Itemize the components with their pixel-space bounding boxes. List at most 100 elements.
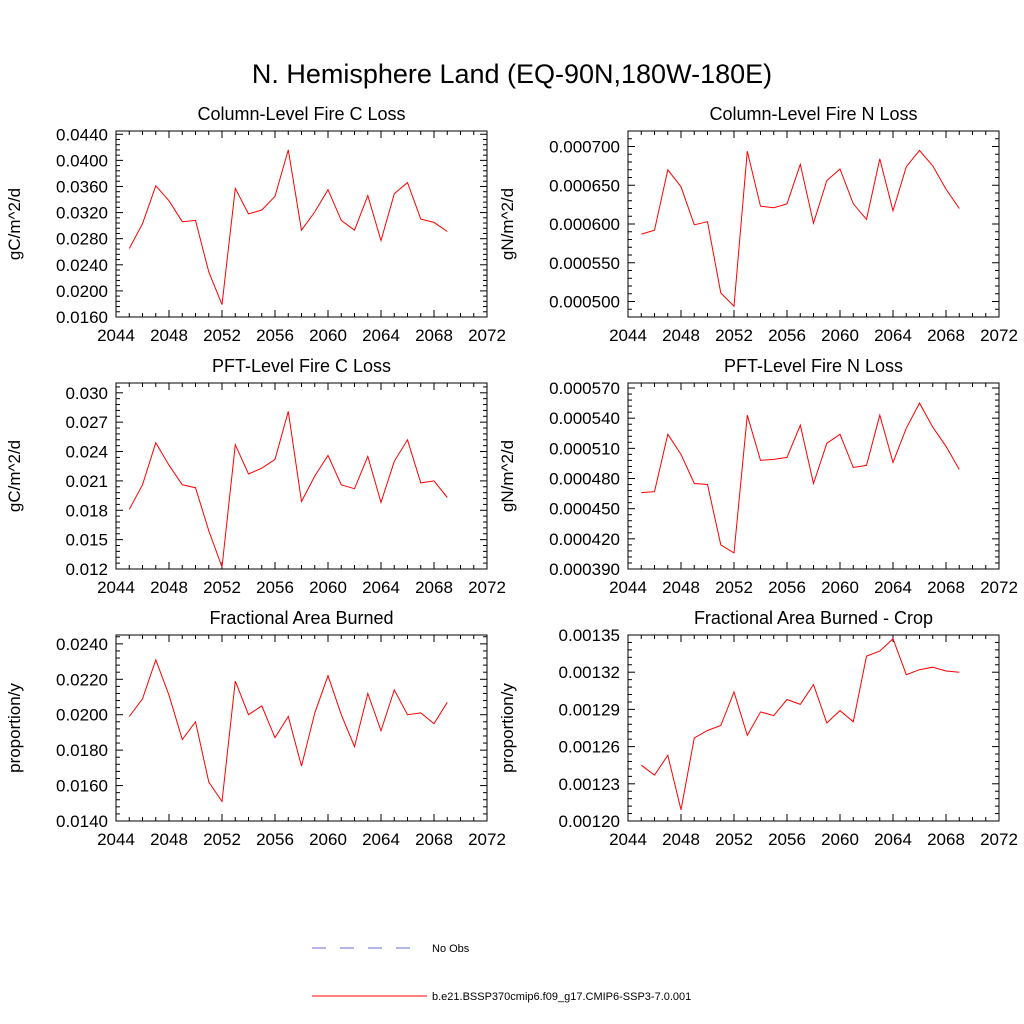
y-tick-label: 0.000570 — [549, 379, 620, 398]
y-axis-label: gN/m^2/d — [498, 440, 517, 512]
x-tick-label: 2048 — [662, 830, 700, 849]
x-tick-label: 2068 — [415, 578, 453, 597]
panel-title: PFT-Level Fire N Loss — [724, 356, 903, 376]
x-tick-label: 2068 — [927, 830, 965, 849]
x-tick-label: 2060 — [821, 326, 859, 345]
y-tick-label: 0.0200 — [56, 282, 108, 301]
x-tick-label: 2048 — [150, 326, 188, 345]
x-tick-label: 2072 — [468, 578, 506, 597]
x-tick-label: 2064 — [874, 326, 912, 345]
panel-title: PFT-Level Fire C Loss — [212, 356, 391, 376]
y-axis-label: gC/m^2/d — [5, 188, 24, 260]
legend-label-model: b.e21.BSSP370cmip6.f09_g17.CMIP6-SSP3-7.… — [432, 991, 691, 1003]
y-axis-label: gC/m^2/d — [5, 440, 24, 512]
x-tick-label: 2052 — [715, 578, 753, 597]
x-tick-label: 2044 — [97, 326, 135, 345]
panel-4: PFT-Level Fire N Loss 2044 2048 2052 2056 206… — [498, 356, 1018, 597]
y-tick-label: 0.000550 — [549, 254, 620, 273]
x-tick-label: 2056 — [768, 830, 806, 849]
series-line — [128, 411, 448, 568]
x-tick-label: 2048 — [150, 578, 188, 597]
plot-frame — [115, 382, 488, 570]
x-tick-label: 2044 — [97, 578, 135, 597]
y-axis-label: gN/m^2/d — [498, 188, 517, 260]
x-tick-label: 2056 — [256, 578, 294, 597]
y-tick-label: 0.000510 — [549, 439, 620, 458]
panel-title: Fractional Area Burned - Crop — [694, 608, 933, 628]
y-tick-label: 0.000700 — [549, 138, 620, 157]
panel-title: Column-Level Fire C Loss — [197, 104, 405, 124]
panel-1: Column-Level Fire C Loss 2044 2048 2052 2056… — [5, 104, 506, 345]
legend: No Obs b.e21.BSSP370cmip6.f09_g17.CMIP6-… — [312, 943, 691, 1003]
x-tick-label: 2068 — [415, 326, 453, 345]
x-tick-label: 2064 — [362, 578, 400, 597]
x-tick-label: 2064 — [362, 830, 400, 849]
y-tick-label: 0.024 — [65, 443, 108, 462]
y-tick-label: 0.00132 — [559, 663, 620, 682]
x-tick-label: 2056 — [256, 326, 294, 345]
y-tick-label: 0.0360 — [56, 177, 108, 196]
y-axis-label: proportion/y — [498, 683, 517, 773]
y-tick-label: 0.0180 — [56, 741, 108, 760]
y-tick-label: 0.000480 — [549, 470, 620, 489]
x-tick-label: 2044 — [97, 830, 135, 849]
y-tick-label: 0.012 — [65, 560, 108, 579]
series-line — [128, 149, 448, 305]
x-tick-label: 2072 — [980, 830, 1018, 849]
y-tick-label: 0.0200 — [56, 706, 108, 725]
x-tick-label: 2068 — [927, 326, 965, 345]
y-tick-label: 0.00120 — [559, 812, 620, 831]
x-tick-label: 2052 — [203, 326, 241, 345]
y-tick-label: 0.000390 — [549, 560, 620, 579]
x-tick-label: 2064 — [874, 578, 912, 597]
y-tick-label: 0.000450 — [549, 500, 620, 519]
x-tick-label: 2056 — [768, 578, 806, 597]
x-tick-label: 2060 — [821, 578, 859, 597]
x-tick-label: 2064 — [874, 830, 912, 849]
x-tick-label: 2048 — [662, 326, 700, 345]
panel-title: Column-Level Fire N Loss — [709, 104, 917, 124]
x-tick-label: 2056 — [768, 326, 806, 345]
y-tick-label: 0.00123 — [559, 775, 620, 794]
x-tick-label: 2072 — [980, 326, 1018, 345]
y-tick-label: 0.018 — [65, 501, 108, 520]
x-tick-label: 2060 — [309, 830, 347, 849]
plot-frame — [115, 130, 488, 318]
x-tick-label: 2072 — [468, 326, 506, 345]
y-tick-label: 0.000650 — [549, 176, 620, 195]
plot-frame — [115, 634, 488, 822]
x-tick-label: 2052 — [203, 578, 241, 597]
x-tick-label: 2056 — [256, 830, 294, 849]
x-tick-label: 2052 — [715, 326, 753, 345]
x-tick-label: 2060 — [309, 578, 347, 597]
series-line — [641, 402, 960, 554]
y-tick-label: 0.00126 — [559, 738, 620, 757]
y-axis-label: proportion/y — [5, 683, 24, 773]
x-tick-label: 2068 — [415, 830, 453, 849]
x-tick-label: 2072 — [980, 578, 1018, 597]
plot-frame — [627, 382, 1000, 570]
x-tick-label: 2044 — [609, 326, 647, 345]
y-tick-label: 0.00135 — [559, 626, 620, 645]
y-tick-label: 0.00129 — [559, 700, 620, 719]
y-tick-label: 0.0220 — [56, 670, 108, 689]
panel-3: PFT-Level Fire C Loss 2044 2048 2052 2056 206… — [5, 356, 506, 597]
x-tick-label: 2060 — [821, 830, 859, 849]
y-tick-label: 0.030 — [65, 384, 108, 403]
y-tick-label: 0.0160 — [56, 777, 108, 796]
x-tick-label: 2052 — [715, 830, 753, 849]
series-line — [640, 637, 960, 810]
x-tick-label: 2064 — [362, 326, 400, 345]
y-tick-label: 0.021 — [65, 472, 108, 491]
y-tick-label: 0.0440 — [56, 125, 108, 144]
x-tick-label: 2060 — [309, 326, 347, 345]
y-tick-label: 0.0280 — [56, 230, 108, 249]
y-tick-label: 0.000540 — [549, 409, 620, 428]
panels: Column-Level Fire C Loss 2044 2048 2052 2056… — [5, 104, 1018, 849]
x-tick-label: 2048 — [662, 578, 700, 597]
y-tick-label: 0.0400 — [56, 151, 108, 170]
y-tick-label: 0.000420 — [549, 530, 620, 549]
y-tick-label: 0.0160 — [56, 308, 108, 327]
y-tick-label: 0.0240 — [56, 256, 108, 275]
